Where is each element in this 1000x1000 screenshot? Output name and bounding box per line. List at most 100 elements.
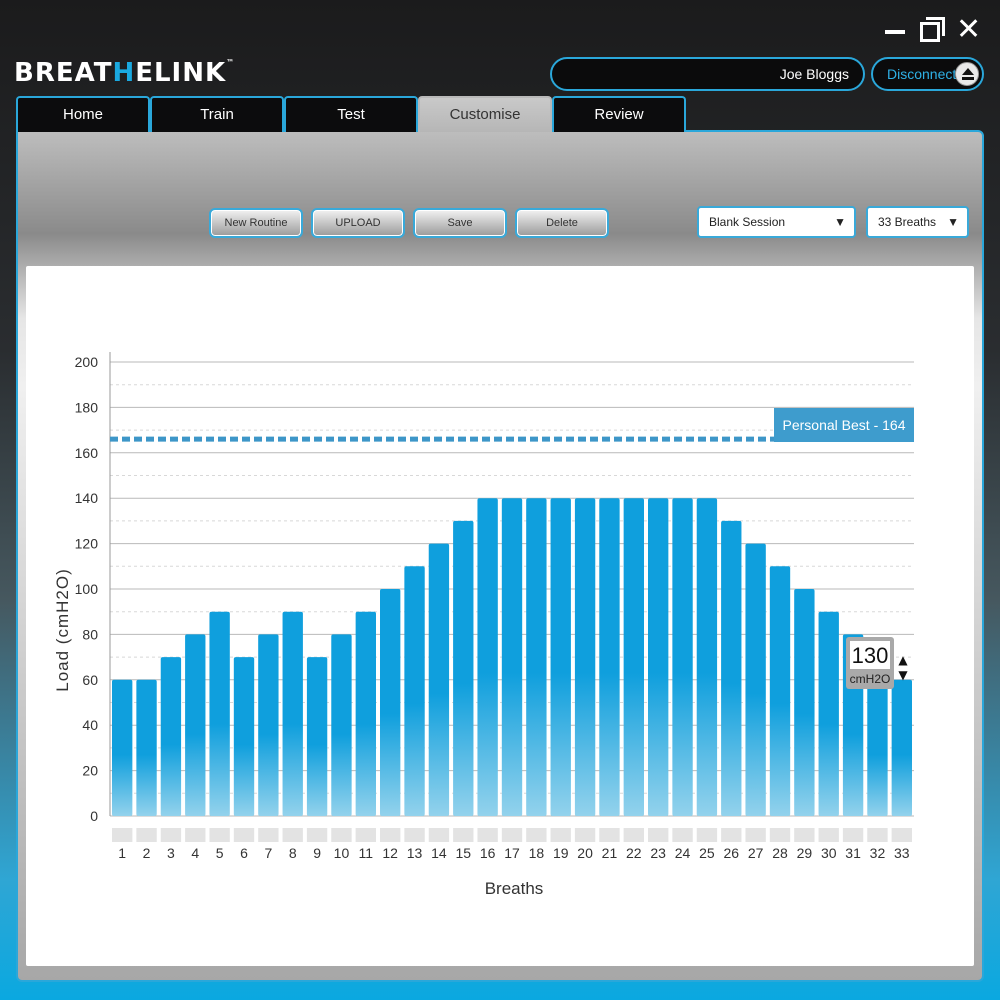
breaths-select[interactable]: 33 Breaths ▼ <box>866 206 969 238</box>
x-tick-label: 15 <box>455 845 471 861</box>
bar[interactable] <box>818 611 839 816</box>
x-tick-label: 25 <box>699 845 715 861</box>
bar[interactable] <box>891 679 912 816</box>
bar[interactable] <box>209 611 230 816</box>
tab-train[interactable]: Train <box>150 96 284 132</box>
bar-handle <box>769 828 791 842</box>
bar-handle <box>453 828 474 842</box>
bar[interactable] <box>501 498 523 816</box>
bar[interactable] <box>136 679 157 816</box>
bar-handle <box>623 828 644 842</box>
x-tick-label: 28 <box>772 845 788 861</box>
y-tick-label: 0 <box>90 808 98 824</box>
bar[interactable] <box>526 498 547 816</box>
breaths-select-value: 33 Breaths <box>878 215 937 229</box>
x-tick-label: 31 <box>845 845 861 861</box>
tab-customise[interactable]: Customise <box>418 96 552 132</box>
bar[interactable] <box>550 498 571 816</box>
bar-handle <box>599 828 620 842</box>
x-tick-label: 8 <box>289 845 297 861</box>
load-value-editor[interactable]: 130 cmH2O ▲▼ <box>846 637 908 689</box>
y-tick-label: 40 <box>82 717 98 733</box>
bar[interactable] <box>745 543 766 816</box>
x-tick-label: 33 <box>894 845 910 861</box>
bar[interactable] <box>355 611 376 816</box>
bar[interactable] <box>380 589 401 816</box>
bar-handle <box>112 828 133 842</box>
x-tick-label: 12 <box>382 845 398 861</box>
editor-input[interactable] <box>850 641 890 669</box>
x-tick-label: 22 <box>626 845 642 861</box>
increment-icon[interactable]: ▲ <box>898 653 908 667</box>
bar[interactable] <box>258 634 279 816</box>
x-tick-label: 21 <box>602 845 618 861</box>
bar[interactable] <box>477 498 498 816</box>
personal-best-label: Personal Best - 164 <box>783 417 906 433</box>
bar[interactable] <box>672 498 693 816</box>
x-axis-label: Breaths <box>485 879 544 898</box>
bar-handle <box>355 828 376 842</box>
bar[interactable] <box>428 543 450 816</box>
save-button[interactable]: Save <box>413 208 507 238</box>
bar-handle <box>526 828 547 842</box>
bar[interactable] <box>794 589 815 816</box>
bar-handle <box>306 828 328 842</box>
x-tick-label: 3 <box>167 845 175 861</box>
y-tick-label: 160 <box>75 445 99 461</box>
x-tick-label: 17 <box>504 845 520 861</box>
new-routine-button[interactable]: New Routine <box>209 208 303 238</box>
bar[interactable] <box>769 566 791 816</box>
bar-handle <box>696 828 718 842</box>
bar-handle <box>380 828 401 842</box>
eject-icon <box>955 62 979 86</box>
bar[interactable] <box>282 611 303 816</box>
x-tick-label: 18 <box>529 845 545 861</box>
x-tick-label: 9 <box>313 845 321 861</box>
chart-area <box>26 266 974 966</box>
delete-button[interactable]: Delete <box>515 208 609 238</box>
editor-unit: cmH2O <box>850 672 891 686</box>
bar-handle <box>404 828 425 842</box>
bar[interactable] <box>599 498 620 816</box>
bar[interactable] <box>160 657 182 816</box>
bar[interactable] <box>185 634 206 816</box>
bar[interactable] <box>453 520 474 816</box>
bar[interactable] <box>867 679 888 816</box>
upload-button[interactable]: UPLOAD <box>311 208 405 238</box>
disconnect-button[interactable]: Disconnect <box>871 57 984 91</box>
bar[interactable] <box>306 657 328 816</box>
y-tick-label: 180 <box>75 399 99 415</box>
bar[interactable] <box>331 634 352 816</box>
bar-handle <box>136 828 157 842</box>
tab-test[interactable]: Test <box>284 96 418 132</box>
bar-handle <box>794 828 815 842</box>
x-tick-label: 23 <box>650 845 666 861</box>
bar[interactable] <box>233 657 255 816</box>
close-icon[interactable]: ✕ <box>956 13 982 46</box>
bar[interactable] <box>404 566 425 816</box>
editor-value: 130 <box>852 643 889 668</box>
y-tick-label: 140 <box>75 490 99 506</box>
session-select[interactable]: Blank Session ▼ <box>697 206 856 238</box>
bar[interactable] <box>623 498 644 816</box>
bar[interactable] <box>721 520 742 816</box>
tab-home[interactable]: Home <box>16 96 150 132</box>
bar[interactable] <box>648 498 669 816</box>
maximize-icon[interactable] <box>920 17 945 42</box>
chevron-down-icon: ▼ <box>947 215 959 229</box>
personal-best-badge <box>774 408 914 442</box>
y-tick-label: 80 <box>82 626 98 642</box>
x-tick-label: 4 <box>191 845 199 861</box>
tab-review[interactable]: Review <box>552 96 686 132</box>
bar-handle <box>550 828 571 842</box>
bar[interactable] <box>574 498 596 816</box>
bar[interactable] <box>112 679 133 816</box>
decrement-icon[interactable]: ▼ <box>898 668 908 682</box>
bar[interactable] <box>696 498 718 816</box>
minimize-icon[interactable] <box>885 30 905 34</box>
bar-handle <box>185 828 206 842</box>
app-logo: BREATHELINK™ <box>14 58 236 88</box>
x-tick-label: 29 <box>797 845 813 861</box>
x-tick-label: 24 <box>675 845 691 861</box>
